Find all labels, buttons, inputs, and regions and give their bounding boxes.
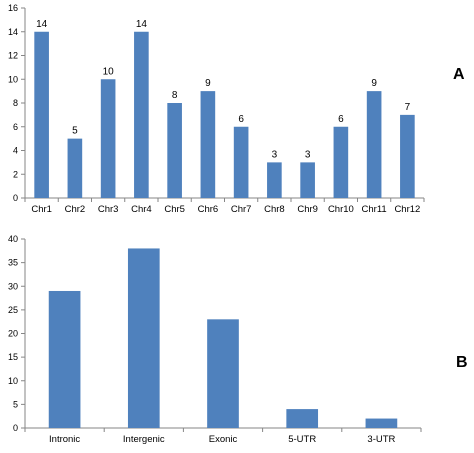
chart-b-y-tick-label: 15: [8, 352, 18, 362]
chart-a-bar-chr7: [233, 126, 249, 198]
chart-a-data-label: 9: [371, 78, 377, 89]
chart-b-y-tick-label: 40: [8, 234, 18, 244]
chart-b-bar-5-utr: [286, 409, 319, 428]
chart-b-category-label: 3-UTR: [367, 434, 395, 445]
chart-a-category-label: Chr3: [98, 204, 119, 215]
chart-a-bar-chr2: [67, 138, 83, 198]
chart-a-y-tick-label: 0: [13, 193, 18, 203]
chart-b-y-tick-label: 0: [13, 423, 18, 433]
chart-a-y-tick-label: 4: [13, 146, 18, 156]
chart-b-y-tick-label: 10: [8, 376, 18, 386]
chart-a-category-label: Chr2: [65, 204, 86, 215]
chart-a-bar-chr9: [300, 162, 315, 198]
panel-label-a: A: [453, 66, 465, 83]
chart-a-category-label: Chr8: [264, 204, 285, 215]
chart-a-data-label: 10: [103, 66, 115, 77]
chart-b-bar-exonic: [207, 319, 239, 428]
chart-b-y-tick-label: 30: [8, 281, 18, 291]
chart-a-category-label: Chr9: [297, 204, 318, 215]
chart-a-category-label: Chr11: [362, 204, 387, 215]
chart-a-bar-chr12: [400, 114, 415, 198]
chart-b-y-tick-label: 5: [13, 399, 18, 409]
chart-b-y-tick-label: 25: [8, 305, 18, 315]
chart-a-bar-chr3: [100, 79, 116, 198]
chart-a-bar-chr10: [333, 126, 349, 198]
chart-a-data-label: 14: [36, 19, 48, 30]
chart-a-bar-chr6: [200, 91, 216, 198]
chart-b-category-label: 5-UTR: [288, 434, 316, 445]
chart-a-y-tick-label: 16: [8, 3, 18, 13]
chart-a-y-tick-label: 14: [8, 27, 18, 37]
chart-a-y-tick-label: 8: [13, 98, 18, 108]
chart-a-bar-chr1: [34, 31, 49, 198]
chart-a-data-label: 6: [338, 114, 344, 125]
chart-a-chromosome-distribution: 0 2 4 6 8 10 12 14 16 Chr1 14 Chr2 5 Chr3 10 Chr4 14 Chr5…: [8, 3, 425, 215]
chart-b-bar-intronic: [48, 290, 81, 428]
chart-b-y-tick-label: 35: [8, 258, 18, 268]
chart-a-bar-chr11: [366, 91, 382, 198]
chart-a-data-label: 5: [72, 126, 78, 137]
chart-a-y-tick-label: 10: [8, 74, 18, 84]
chart-a-category-label: Chr1: [31, 204, 52, 215]
chart-b-category-label: Intergenic: [123, 434, 165, 445]
chart-a-y-tick-label: 12: [8, 51, 18, 61]
chart-b-category-label: Intronic: [49, 434, 80, 445]
chart-a-bar-chr8: [267, 162, 282, 198]
chart-a-data-label: 3: [272, 149, 278, 160]
chart-a-data-label: 9: [205, 78, 211, 89]
panel-label-b: B: [456, 354, 468, 371]
chart-a-bar-chr4: [134, 31, 149, 198]
chart-a-y-tick-label: 6: [13, 122, 18, 132]
chart-a-category-label: Chr6: [198, 204, 219, 215]
chart-b-category-label: Exonic: [209, 434, 238, 445]
chart-a-category-label: Chr10: [328, 204, 354, 215]
chart-b-y-tick-label: 20: [8, 329, 18, 339]
chart-a-data-label: 6: [238, 114, 244, 125]
chart-b-bar-3-utr: [365, 418, 398, 428]
chart-a-category-label: Chr5: [164, 204, 185, 215]
chart-a-category-label: Chr12: [394, 204, 420, 215]
chart-a-bar-chr5: [167, 103, 182, 198]
chart-a-data-label: 3: [305, 149, 311, 160]
chart-a-data-label: 14: [136, 19, 148, 30]
chart-b-genomic-region-distribution: 0 5 10 15 20 25 30 35 40 Intronic Intergenic Exonic…: [8, 234, 422, 445]
chart-a-category-label: Chr4: [131, 204, 152, 215]
chart-a-data-label: 7: [405, 102, 411, 113]
chart-a-y-tick-label: 2: [13, 169, 18, 179]
chart-a-data-label: 8: [172, 90, 178, 101]
chart-a-category-label: Chr7: [231, 204, 252, 215]
chart-b-bar-intergenic: [127, 248, 160, 428]
